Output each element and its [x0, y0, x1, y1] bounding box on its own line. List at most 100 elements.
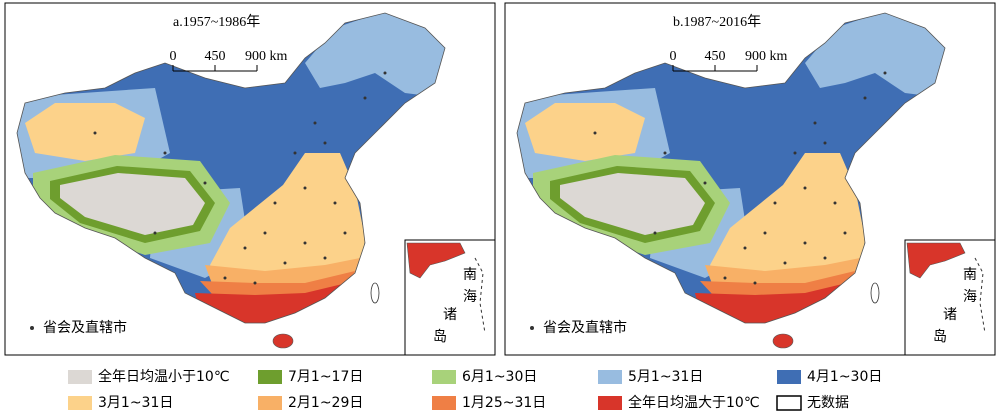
capital-dot: [823, 256, 827, 260]
zone: [60, 173, 205, 235]
capital-dot: [223, 276, 227, 280]
legend-label: 全年日均温大于10℃: [628, 394, 760, 411]
capital-dot: [273, 201, 277, 205]
capital-dot: [243, 246, 247, 250]
capital-label: 省会及直辖市: [43, 319, 127, 336]
zone: [25, 103, 145, 161]
legend-label: 6月1~30日: [462, 369, 537, 385]
capital-dot: [763, 231, 767, 235]
capital-label: 省会及直辖市: [543, 319, 627, 336]
capital-dot: [743, 246, 747, 250]
zone: [525, 103, 645, 161]
capital-dot: [303, 186, 307, 190]
inset-label: 南: [463, 267, 477, 283]
scale-label: 0: [170, 49, 177, 64]
capital-dot: [753, 281, 757, 285]
legend-label: 全年日均温小于10℃: [98, 368, 230, 385]
capital-dot: [253, 281, 257, 285]
capital-dot: [773, 201, 777, 205]
inset-land: [906, 242, 966, 279]
scale-label: 0: [670, 49, 677, 64]
inset-label: 岛: [933, 329, 947, 345]
legend-swatch: [776, 395, 802, 411]
zone: [305, 13, 445, 98]
capital-dot: [803, 241, 807, 245]
legend-swatch: [258, 396, 282, 410]
inset-coast: [474, 257, 486, 334]
legend-swatch: [68, 370, 92, 384]
capital-dot: [363, 96, 367, 100]
legend-swatch: [598, 370, 622, 384]
capital-dot: [813, 121, 817, 125]
inset-label: 海: [963, 289, 977, 305]
panel-title: b.1987~2016年: [673, 14, 761, 30]
zone: [805, 13, 945, 98]
capital-dot: [163, 151, 167, 155]
panel-title: a.1957~1986年: [173, 14, 260, 30]
legend-label: 2月1~29日: [288, 395, 363, 411]
legend-label: 1月25~31日: [462, 395, 546, 411]
capital-legend-dot: [530, 326, 534, 330]
capital-dot: [343, 231, 347, 235]
capital-dot: [333, 201, 337, 205]
capital-dot: [843, 231, 847, 235]
capital-dot: [803, 186, 807, 190]
taiwan: [370, 282, 380, 304]
capital-dot: [383, 71, 387, 75]
legend-swatch: [777, 370, 801, 384]
legend-swatch: [432, 370, 456, 384]
legend-swatch: [258, 370, 282, 384]
capital-legend-dot: [30, 326, 34, 330]
capital-dot: [723, 276, 727, 280]
capital-dot: [593, 131, 597, 135]
capital-dot: [653, 231, 657, 235]
taiwan: [870, 282, 880, 304]
capital-dot: [883, 71, 887, 75]
inset-label: 诸: [943, 307, 957, 323]
capital-dot: [323, 256, 327, 260]
legend-label: 5月1~31日: [628, 369, 703, 385]
capital-dot: [203, 181, 207, 185]
zone: [210, 153, 365, 295]
hainan: [772, 333, 794, 349]
hainan: [272, 333, 294, 349]
capital-dot: [93, 131, 97, 135]
capital-dot: [863, 96, 867, 100]
zone: [195, 281, 355, 323]
china-outline: [516, 12, 946, 324]
capital-dot: [153, 231, 157, 235]
legend-label: 3月1~31日: [98, 395, 173, 411]
legend-label: 无数据: [807, 395, 849, 411]
zone: [695, 281, 855, 323]
scale-label: 900 km: [245, 49, 288, 64]
scale-label: 450: [705, 49, 726, 64]
legend-swatch: [598, 396, 622, 410]
zone: [560, 173, 705, 235]
inset-label: 海: [463, 289, 477, 305]
capital-dot: [793, 151, 797, 155]
legend-label: 4月1~30日: [807, 369, 882, 385]
capital-dot: [703, 181, 707, 185]
scale-label: 450: [205, 49, 226, 64]
legend-swatch: [432, 396, 456, 410]
inset-label: 岛: [433, 329, 447, 345]
capital-dot: [293, 151, 297, 155]
china-outline: [16, 12, 446, 324]
capital-dot: [823, 141, 827, 145]
inset-label: 诸: [443, 307, 457, 323]
capital-dot: [783, 261, 787, 265]
legend-swatch: [68, 396, 92, 410]
capital-dot: [323, 141, 327, 145]
capital-dot: [303, 241, 307, 245]
inset-label: 南: [963, 267, 977, 283]
capital-dot: [833, 201, 837, 205]
capital-dot: [663, 151, 667, 155]
legend-label: 7月1~17日: [288, 369, 363, 385]
capital-dot: [283, 261, 287, 265]
inset-coast: [974, 257, 986, 334]
inset-land: [406, 242, 466, 279]
capital-dot: [263, 231, 267, 235]
